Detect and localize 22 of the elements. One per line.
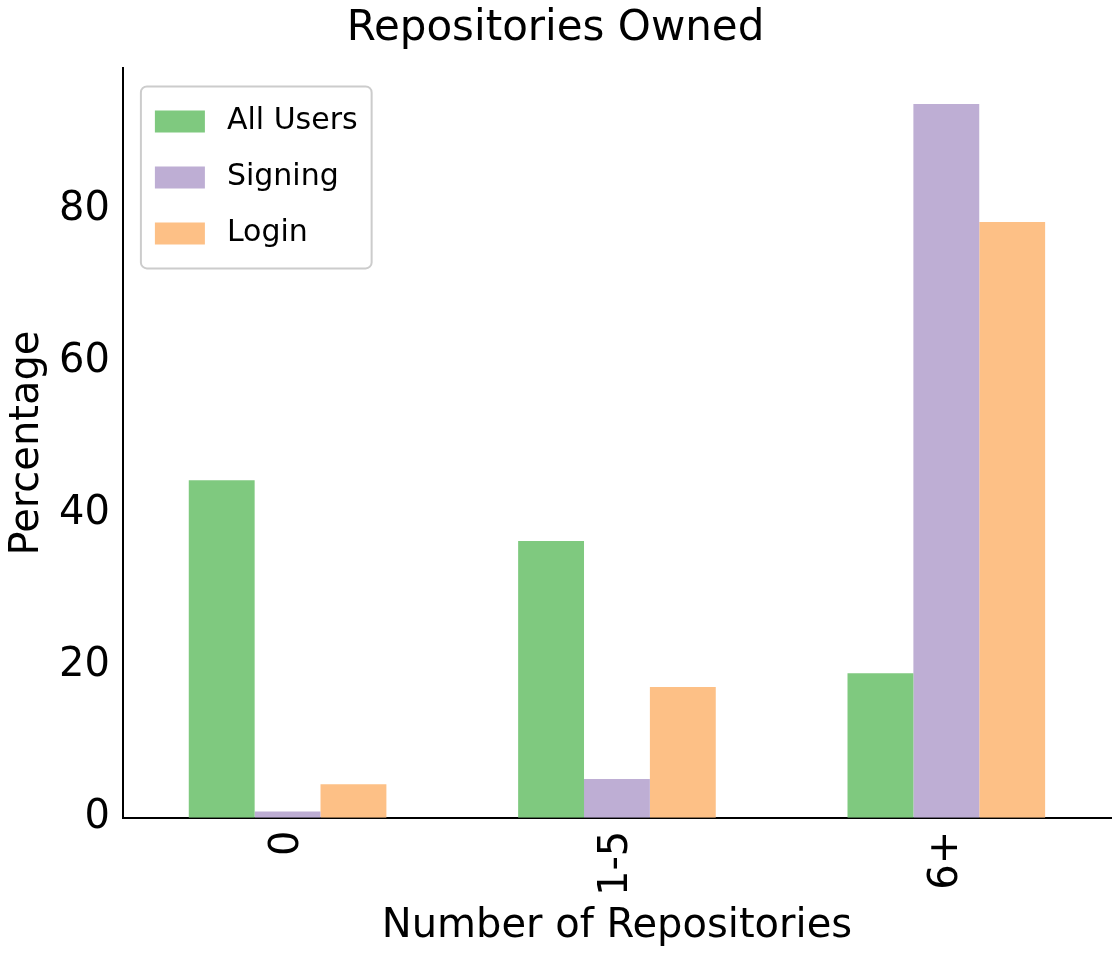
x-axis-title: Number of Repositories — [381, 900, 853, 947]
y-axis-title: Percentage — [1, 330, 48, 556]
bar — [649, 686, 716, 818]
bar — [320, 784, 387, 818]
y-tick-label: 20 — [58, 639, 110, 686]
bar — [847, 673, 914, 818]
y-tick-label: 80 — [58, 183, 110, 230]
bar — [188, 480, 255, 818]
y-tick-label: 40 — [58, 487, 110, 534]
bar — [979, 221, 1046, 818]
bar — [518, 541, 585, 818]
bar — [913, 104, 980, 818]
legend-label: Login — [226, 213, 308, 249]
chart-title: Repositories Owned — [346, 1, 765, 51]
legend-label: Signing — [226, 157, 339, 193]
legend-label: All Users — [226, 101, 358, 137]
bar — [584, 778, 650, 818]
y-tick-label: 60 — [58, 335, 110, 382]
x-tick-label: 1-5 — [590, 830, 637, 897]
x-tick-label: 0 — [260, 830, 307, 857]
y-tick-label: 0 — [84, 791, 110, 838]
x-tick-label: 6+ — [919, 830, 966, 890]
